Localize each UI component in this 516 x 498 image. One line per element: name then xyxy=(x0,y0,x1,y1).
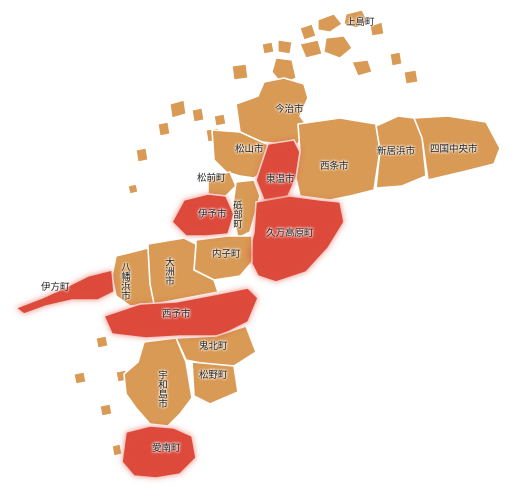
island xyxy=(343,9,369,29)
island xyxy=(323,35,353,59)
glow-iyo xyxy=(172,194,234,236)
label-saijo: 西条市 xyxy=(320,161,349,172)
island xyxy=(111,443,123,457)
island xyxy=(369,21,385,37)
label-uwajima: 宇和島市 xyxy=(156,370,167,408)
island xyxy=(135,147,149,163)
label-imabari: 今治市 xyxy=(275,104,304,115)
island xyxy=(277,39,293,55)
glow-toon xyxy=(256,140,300,200)
muni-matsuno[interactable] xyxy=(191,361,239,405)
island xyxy=(389,51,403,67)
muni-masaki[interactable] xyxy=(207,171,237,197)
island xyxy=(99,403,113,417)
highlight-glow-layer xyxy=(16,140,344,478)
island xyxy=(261,41,275,55)
island xyxy=(191,107,205,123)
label-iyo: 伊予市 xyxy=(198,209,227,220)
island xyxy=(351,59,373,77)
island xyxy=(299,23,317,41)
label-uchiko: 内子町 xyxy=(212,249,241,260)
label-toon: 東温市 xyxy=(266,174,295,185)
label-shikokuchuo: 四国中央市 xyxy=(430,144,478,155)
label-seiyo: 西予市 xyxy=(162,309,191,320)
island xyxy=(73,371,87,385)
island xyxy=(299,39,323,59)
muni-shikokuchuo[interactable] xyxy=(413,115,501,181)
label-kamijima: 上島町 xyxy=(346,17,375,28)
label-kihoku: 鬼北町 xyxy=(199,341,228,352)
label-yawatahama: 八幡浜市 xyxy=(119,262,130,300)
glow-ikata xyxy=(16,270,114,314)
label-niihama: 新居浜市 xyxy=(377,146,416,157)
island xyxy=(403,69,419,85)
island xyxy=(95,335,109,349)
glow-seiyo xyxy=(104,288,258,338)
island xyxy=(213,113,227,127)
label-ainan: 愛南町 xyxy=(152,443,181,454)
label-tobe: 砥部町 xyxy=(231,200,242,229)
island xyxy=(317,13,343,33)
island xyxy=(231,63,249,81)
label-matsuyama: 松山市 xyxy=(235,144,264,155)
island xyxy=(127,183,139,195)
glow-kumakogen xyxy=(248,196,344,282)
label-ikata: 伊方町 xyxy=(41,282,70,293)
muni-uwajima[interactable] xyxy=(123,337,193,427)
island xyxy=(169,99,187,119)
island xyxy=(157,121,171,137)
label-kumakogen: 久万高原町 xyxy=(266,228,314,239)
glow-ainan xyxy=(122,426,196,478)
label-masaki: 松前町 xyxy=(197,173,226,184)
muni-niihama[interactable] xyxy=(375,115,427,189)
label-matsuno: 松野町 xyxy=(199,370,228,381)
label-ozu: 大洲市 xyxy=(163,257,174,286)
muni-saijo[interactable] xyxy=(295,117,381,201)
